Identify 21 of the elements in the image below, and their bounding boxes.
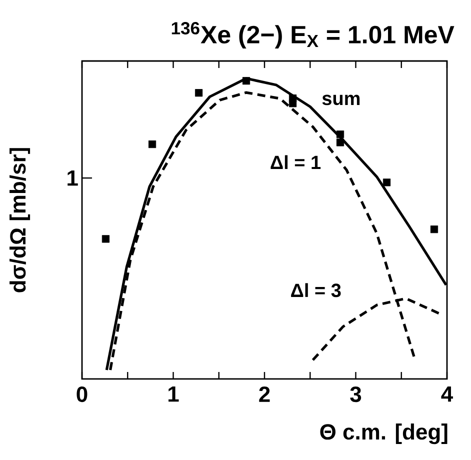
y-axis-title: dσ/dΩ [mb/sr] bbox=[10, 148, 30, 292]
point bbox=[382, 178, 391, 186]
x-tick-label: 3 bbox=[350, 386, 362, 402]
series-label: Δl = 3 bbox=[291, 283, 341, 298]
point bbox=[102, 235, 110, 243]
x-tick-label: 4 bbox=[441, 386, 453, 402]
x-tick-label: 2 bbox=[259, 386, 270, 402]
x-axis-title: Θ c.m. [deg] bbox=[320, 424, 448, 444]
point bbox=[336, 138, 344, 146]
series-label: Δl = 1 bbox=[270, 155, 321, 169]
text: 1 bbox=[68, 170, 78, 186]
point bbox=[148, 140, 156, 148]
point bbox=[195, 89, 203, 97]
x-tick-label: 0 bbox=[76, 386, 88, 402]
x-tick-label: 1 bbox=[168, 386, 179, 402]
point bbox=[336, 130, 344, 138]
series-label: sum bbox=[322, 94, 360, 106]
chart-title: $^{136}$Xe (2−) E$_{X}$ = 1.01 MeV bbox=[172, 22, 454, 48]
point bbox=[242, 77, 250, 85]
point bbox=[288, 100, 297, 108]
point bbox=[430, 226, 438, 234]
